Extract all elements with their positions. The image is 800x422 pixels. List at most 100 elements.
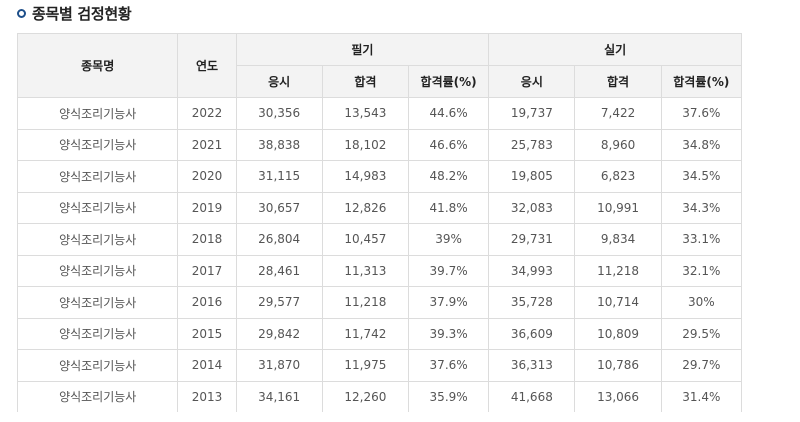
cell-practical-passed: 10,714: [574, 286, 662, 319]
cell-practical-applicants: 34,993: [488, 254, 576, 287]
cell-practical-pass-rate: 30%: [660, 286, 743, 319]
cell-practical-passed: 13,066: [574, 380, 662, 412]
cell-year: 2021: [177, 128, 237, 161]
table-row: 양식조리기능사 2017 28,461 11,313 39.7% 34,993 …: [16, 254, 743, 287]
section-heading: 종목별 검정현황: [17, 2, 132, 24]
cell-written-pass-rate: 39.3%: [407, 317, 490, 350]
cell-year: 2017: [177, 254, 237, 287]
section-title: 종목별 검정현황: [32, 4, 132, 23]
cell-year: 2018: [177, 223, 237, 256]
table-body: 양식조리기능사 2022 30,356 13,543 44.6% 19,737 …: [16, 97, 743, 412]
cell-practical-applicants: 41,668: [488, 380, 576, 412]
cell-written-passed: 11,313: [321, 254, 410, 287]
cell-practical-pass-rate: 32.1%: [660, 254, 743, 287]
header-year: 연도: [177, 33, 237, 98]
header-written: 필기: [235, 33, 490, 66]
cell-practical-passed: 6,823: [574, 160, 662, 193]
cell-written-applicants: 29,842: [235, 317, 323, 350]
cell-practical-pass-rate: 34.5%: [660, 160, 743, 193]
cell-subject: 양식조리기능사: [16, 286, 179, 319]
cell-written-pass-rate: 37.6%: [407, 349, 490, 382]
cell-year: 2016: [177, 286, 237, 319]
cell-written-applicants: 31,870: [235, 349, 323, 382]
table-row: 양식조리기능사 2018 26,804 10,457 39% 29,731 9,…: [16, 223, 743, 256]
cell-practical-passed: 10,809: [574, 317, 662, 350]
cell-written-pass-rate: 44.6%: [407, 97, 490, 130]
cell-written-pass-rate: 37.9%: [407, 286, 490, 319]
cell-practical-passed: 11,218: [574, 254, 662, 287]
cell-written-passed: 11,975: [321, 349, 410, 382]
table-row: 양식조리기능사 2013 34,161 12,260 35.9% 41,668 …: [16, 380, 743, 412]
header-written-passed: 합격: [321, 65, 410, 98]
cell-year: 2014: [177, 349, 237, 382]
cell-written-applicants: 30,657: [235, 191, 323, 224]
cell-written-applicants: 30,356: [235, 97, 323, 130]
cell-written-applicants: 31,115: [235, 160, 323, 193]
cell-written-passed: 12,826: [321, 191, 410, 224]
cell-written-pass-rate: 41.8%: [407, 191, 490, 224]
cell-subject: 양식조리기능사: [16, 160, 179, 193]
cell-practical-passed: 7,422: [574, 97, 662, 130]
cell-written-passed: 18,102: [321, 128, 410, 161]
cell-year: 2020: [177, 160, 237, 193]
table-row: 양식조리기능사 2022 30,356 13,543 44.6% 19,737 …: [16, 97, 743, 130]
exam-status-table: 종목명 연도 필기 실기 응시 합격 합격률(%) 응시 합격 합격률(%) 양…: [16, 33, 743, 412]
cell-practical-applicants: 32,083: [488, 191, 576, 224]
header-written-applicants: 응시: [235, 65, 323, 98]
table-row: 양식조리기능사 2015 29,842 11,742 39.3% 36,609 …: [16, 317, 743, 350]
cell-written-passed: 11,218: [321, 286, 410, 319]
cell-practical-applicants: 36,313: [488, 349, 576, 382]
table-header: 종목명 연도 필기 실기 응시 합격 합격률(%) 응시 합격 합격률(%): [16, 33, 743, 98]
cell-written-applicants: 34,161: [235, 380, 323, 412]
cell-written-pass-rate: 35.9%: [407, 380, 490, 412]
cell-practical-pass-rate: 33.1%: [660, 223, 743, 256]
header-subject: 종목명: [16, 33, 179, 98]
header-practical-passed: 합격: [574, 65, 662, 98]
cell-written-applicants: 28,461: [235, 254, 323, 287]
cell-written-pass-rate: 46.6%: [407, 128, 490, 161]
cell-written-passed: 10,457: [321, 223, 410, 256]
cell-practical-applicants: 36,609: [488, 317, 576, 350]
header-practical-pass-rate: 합격률(%): [660, 65, 743, 98]
cell-year: 2019: [177, 191, 237, 224]
cell-subject: 양식조리기능사: [16, 380, 179, 412]
header-practical: 실기: [488, 33, 742, 66]
cell-subject: 양식조리기능사: [16, 349, 179, 382]
cell-year: 2013: [177, 380, 237, 412]
table-row: 양식조리기능사 2020 31,115 14,983 48.2% 19,805 …: [16, 160, 743, 193]
cell-practical-pass-rate: 34.3%: [660, 191, 743, 224]
cell-written-passed: 11,742: [321, 317, 410, 350]
header-written-pass-rate: 합격률(%): [407, 65, 490, 98]
cell-subject: 양식조리기능사: [16, 223, 179, 256]
cell-written-pass-rate: 39%: [407, 223, 490, 256]
header-practical-applicants: 응시: [488, 65, 576, 98]
table-row: 양식조리기능사 2021 38,838 18,102 46.6% 25,783 …: [16, 128, 743, 161]
cell-practical-pass-rate: 29.7%: [660, 349, 743, 382]
cell-written-applicants: 26,804: [235, 223, 323, 256]
cell-practical-passed: 8,960: [574, 128, 662, 161]
table-row: 양식조리기능사 2014 31,870 11,975 37.6% 36,313 …: [16, 349, 743, 382]
cell-practical-pass-rate: 34.8%: [660, 128, 743, 161]
cell-practical-passed: 9,834: [574, 223, 662, 256]
cell-subject: 양식조리기능사: [16, 191, 179, 224]
cell-year: 2022: [177, 97, 237, 130]
cell-practical-applicants: 29,731: [488, 223, 576, 256]
table-row: 양식조리기능사 2019 30,657 12,826 41.8% 32,083 …: [16, 191, 743, 224]
cell-practical-applicants: 19,805: [488, 160, 576, 193]
cell-written-pass-rate: 48.2%: [407, 160, 490, 193]
table-row: 양식조리기능사 2016 29,577 11,218 37.9% 35,728 …: [16, 286, 743, 319]
cell-year: 2015: [177, 317, 237, 350]
cell-written-passed: 12,260: [321, 380, 410, 412]
cell-written-passed: 14,983: [321, 160, 410, 193]
cell-practical-passed: 10,991: [574, 191, 662, 224]
cell-practical-pass-rate: 31.4%: [660, 380, 743, 412]
cell-written-pass-rate: 39.7%: [407, 254, 490, 287]
circle-bullet-icon: [17, 8, 26, 18]
cell-subject: 양식조리기능사: [16, 128, 179, 161]
cell-practical-pass-rate: 37.6%: [660, 97, 743, 130]
cell-practical-applicants: 35,728: [488, 286, 576, 319]
cell-practical-applicants: 19,737: [488, 97, 576, 130]
cell-written-passed: 13,543: [321, 97, 410, 130]
cell-subject: 양식조리기능사: [16, 254, 179, 287]
cell-subject: 양식조리기능사: [16, 97, 179, 130]
